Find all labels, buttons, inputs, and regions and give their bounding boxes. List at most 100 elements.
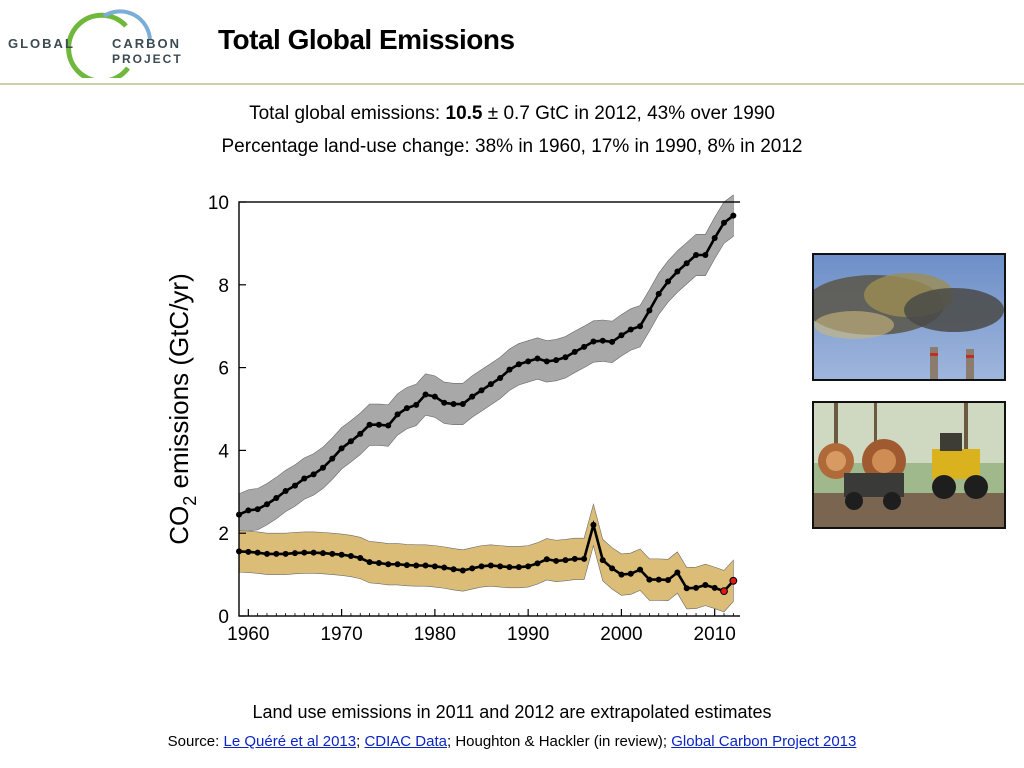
data-point xyxy=(515,361,522,368)
data-point xyxy=(618,571,625,578)
source-separator: ; xyxy=(356,733,365,750)
logo-word-global: GLOBAL xyxy=(8,36,75,51)
logo-word-project: PROJECT xyxy=(112,52,183,66)
data-point xyxy=(441,399,448,406)
data-point xyxy=(403,562,410,569)
data-point xyxy=(357,430,364,437)
y-tick-label: 8 xyxy=(218,276,229,297)
data-point xyxy=(273,550,280,557)
data-point xyxy=(683,585,690,592)
x-tick-label: 1990 xyxy=(507,624,549,645)
link-global-carbon-project-2013[interactable]: Global Carbon Project 2013 xyxy=(671,733,857,750)
summary-line-1-prefix: Total global emissions: xyxy=(249,103,446,124)
data-point xyxy=(385,561,392,568)
data-point xyxy=(655,290,662,297)
data-point xyxy=(543,358,550,365)
x-tick-label: 1980 xyxy=(414,624,456,645)
data-point xyxy=(674,268,681,275)
data-point xyxy=(413,401,420,408)
slide-title: Total Global Emissions xyxy=(218,24,515,55)
global-carbon-project-logo: GLOBAL CARBON PROJECT xyxy=(8,6,198,84)
slide-header: GLOBAL CARBON PROJECT Total Global Emiss… xyxy=(0,0,1024,85)
data-point xyxy=(263,550,270,557)
data-point xyxy=(553,357,560,364)
data-point xyxy=(245,507,252,514)
data-point xyxy=(487,381,494,388)
data-point xyxy=(431,393,438,400)
data-point xyxy=(431,563,438,570)
uncertainty-band-0 xyxy=(238,194,734,536)
x-tick-label: 1970 xyxy=(320,624,362,645)
data-point xyxy=(674,569,681,576)
data-point xyxy=(534,355,541,362)
y-tick-label: 10 xyxy=(208,193,229,214)
plot-frame xyxy=(238,201,740,617)
emissions-chart: 0 2 4 6 8 10 1960 1970 1980 1990 2000 2010 CO2 emiss… xyxy=(164,193,740,645)
data-point xyxy=(273,495,280,502)
y-tick-label: 6 xyxy=(218,359,229,380)
data-point xyxy=(618,332,625,339)
link-le-quere-2013[interactable]: Le Quéré et al 2013 xyxy=(223,733,357,750)
data-point xyxy=(702,251,709,258)
summary-line-1-value: 10.5 xyxy=(445,103,483,124)
y-tick-label: 0 xyxy=(218,607,229,628)
data-point xyxy=(609,565,616,572)
source-prefix: Source: xyxy=(167,733,224,750)
data-point xyxy=(375,421,382,428)
data-point xyxy=(375,560,382,567)
data-point xyxy=(497,374,504,381)
data-point xyxy=(338,445,345,452)
data-point xyxy=(525,563,532,570)
data-point xyxy=(562,354,569,361)
data-point xyxy=(721,219,728,226)
data-point xyxy=(394,411,401,418)
data-point xyxy=(487,562,494,569)
link-cdiac-data[interactable]: CDIAC Data xyxy=(364,733,447,750)
data-point xyxy=(665,278,672,285)
data-point xyxy=(329,550,336,557)
data-point xyxy=(319,550,326,557)
y-tick-label: 2 xyxy=(218,524,229,545)
data-point xyxy=(599,557,606,564)
data-point xyxy=(609,338,616,345)
data-point xyxy=(310,471,317,478)
summary-line-2: Percentage land-use change: 38% in 1960,… xyxy=(221,136,803,157)
data-point xyxy=(254,549,261,556)
data-point xyxy=(366,421,373,428)
logging-truck-photo xyxy=(812,401,1006,529)
data-point xyxy=(422,391,429,398)
y-tick-label: 4 xyxy=(218,441,229,462)
data-point xyxy=(366,559,373,566)
data-point xyxy=(702,581,709,588)
data-point xyxy=(254,506,261,513)
data-point xyxy=(338,551,345,558)
extrapolated-point xyxy=(720,587,728,596)
x-tick-label: 2010 xyxy=(694,624,736,645)
extrapolation-note: Land use emissions in 2011 and 2012 are … xyxy=(252,702,772,722)
data-point xyxy=(310,549,317,556)
data-point xyxy=(301,475,308,482)
data-point xyxy=(263,501,270,508)
data-point xyxy=(506,366,513,373)
data-point xyxy=(637,323,644,330)
data-point xyxy=(646,307,653,314)
data-point xyxy=(385,422,392,429)
data-point xyxy=(571,555,578,562)
data-point xyxy=(581,555,588,562)
data-point xyxy=(282,487,289,494)
data-point xyxy=(646,576,653,583)
data-point xyxy=(459,567,466,574)
smokestacks-photo xyxy=(812,253,1006,381)
logo-word-carbon: CARBON xyxy=(112,36,182,51)
data-point xyxy=(329,455,336,462)
uncertainty-band-1 xyxy=(238,503,734,613)
data-point xyxy=(590,338,597,345)
data-point xyxy=(525,358,532,365)
data-point xyxy=(422,562,429,569)
data-point xyxy=(637,566,644,573)
data-point xyxy=(543,556,550,563)
data-point xyxy=(469,393,476,400)
data-point xyxy=(478,387,485,394)
data-point xyxy=(497,563,504,570)
data-point xyxy=(711,235,718,242)
